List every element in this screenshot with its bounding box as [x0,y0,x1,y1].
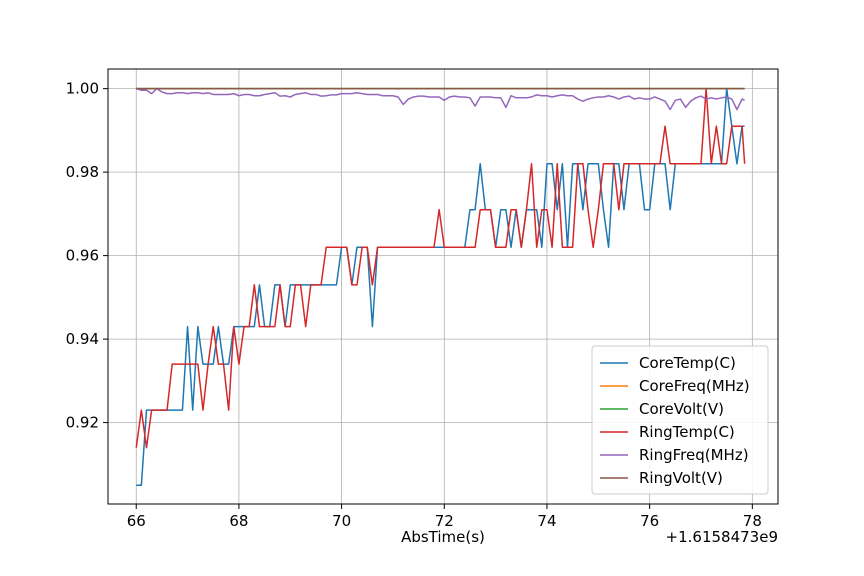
y-axis-ticks: 0.92 0.94 0.96 0.98 1.00 [66,80,108,432]
x-tick-label: 78 [743,512,762,530]
x-axis-label: AbsTime(s) [401,528,485,546]
legend-label: CoreFreq(MHz) [639,377,750,395]
plot-frame [107,68,779,505]
legend-box [591,345,769,495]
y-tick-label: 0.98 [66,163,99,181]
legend-label: CoreTemp(C) [639,354,736,372]
x-tick-label: 68 [229,512,248,530]
y-tick-label: 0.96 [66,247,99,265]
legend-label: CoreVolt(V) [639,400,724,418]
series-line-ringfreq-mhz [136,87,745,111]
series-line-ringtemp-c [135,87,746,449]
y-tick-label: 1.00 [66,80,99,98]
x-tick-label: 72 [435,512,454,530]
legend-label: RingVolt(V) [639,469,723,487]
y-tick-label: 0.94 [66,330,99,348]
series-line-coretemp-c [136,87,745,486]
y-tick-label: 0.92 [66,414,99,432]
legend-label: RingFreq(MHz) [639,446,749,464]
x-tick-label: 76 [640,512,659,530]
series-lines [135,87,746,486]
legend-label: RingTemp(C) [639,423,735,441]
x-tick-label: 66 [127,512,146,530]
x-tick-label: 74 [537,512,556,530]
legend: CoreTemp(C) CoreFreq(MHz) CoreVolt(V) RingT… [591,345,769,495]
x-tick-label: 70 [332,512,351,530]
x-axis-offset-label: +1.6158473e9 [666,528,778,546]
x-axis-ticks: 66 68 70 72 74 76 78 [127,504,762,530]
